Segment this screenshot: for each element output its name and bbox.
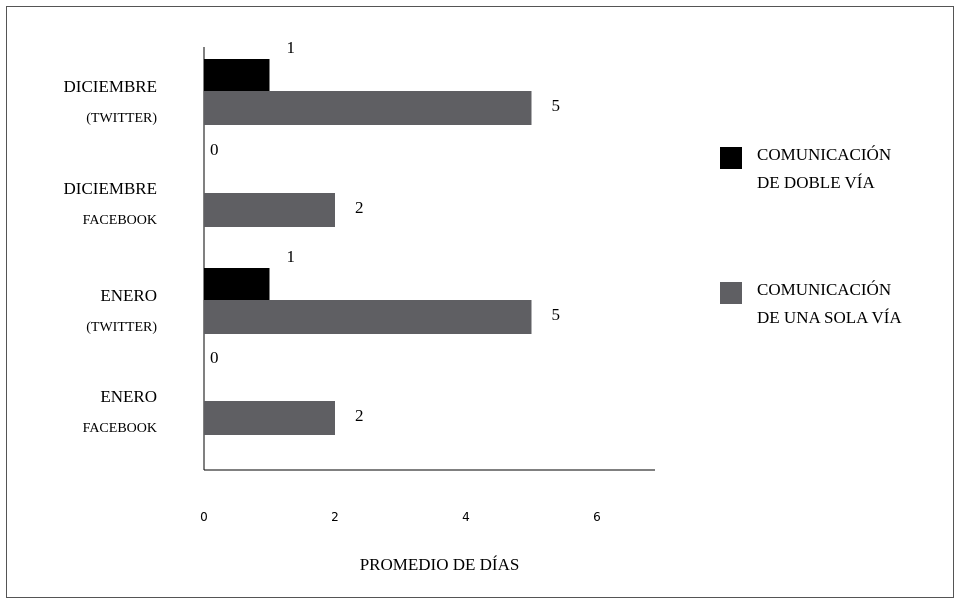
category-label: ENERO [100,387,157,406]
data-label: 5 [552,305,561,324]
category-label: DICIEMBRE [64,77,158,96]
category-label: FACEBOOK [83,421,157,436]
chart-frame: 1 0 1 0 5 2 5 2 DICIEMBRE (TWITTER) DICIEMBRE FACEB… [6,6,954,598]
legend-label: COMUNICACIÓN [757,280,891,299]
data-label: 1 [287,247,296,266]
legend-swatch [720,282,742,304]
data-label: 0 [210,348,219,367]
bar-0-0 [204,59,270,93]
category-label: ENERO [100,286,157,305]
x-axis-title: PROMEDIO DE DÍAS [360,555,520,574]
data-label: 2 [355,198,364,217]
legend-swatch [720,147,742,169]
legend-label: COMUNICACIÓN [757,145,891,164]
category-label: FACEBOOK [83,213,157,228]
x-tick-label: 2 [331,510,339,524]
data-label: 0 [210,140,219,159]
legend-label: DE DOBLE VÍA [757,173,875,192]
bar-1-3 [204,401,335,435]
data-label: 1 [287,38,296,57]
bar-1-0 [204,91,532,125]
data-label: 5 [552,96,561,115]
x-tick-label: 6 [593,510,601,524]
bar-0-2 [204,268,270,302]
data-label: 2 [355,406,364,425]
bar-1-2 [204,300,532,334]
bar-1-1 [204,193,335,227]
legend-label: DE UNA SOLA VÍA [757,308,902,327]
bar-chart: 1 0 1 0 5 2 5 2 DICIEMBRE (TWITTER) DICIEMBRE FACEB… [64,38,903,574]
category-label: DICIEMBRE [64,179,158,198]
x-tick-label: 0 [200,510,208,524]
category-label: (TWITTER) [86,111,157,126]
x-tick-label: 4 [462,510,470,524]
category-label: (TWITTER) [86,320,157,335]
